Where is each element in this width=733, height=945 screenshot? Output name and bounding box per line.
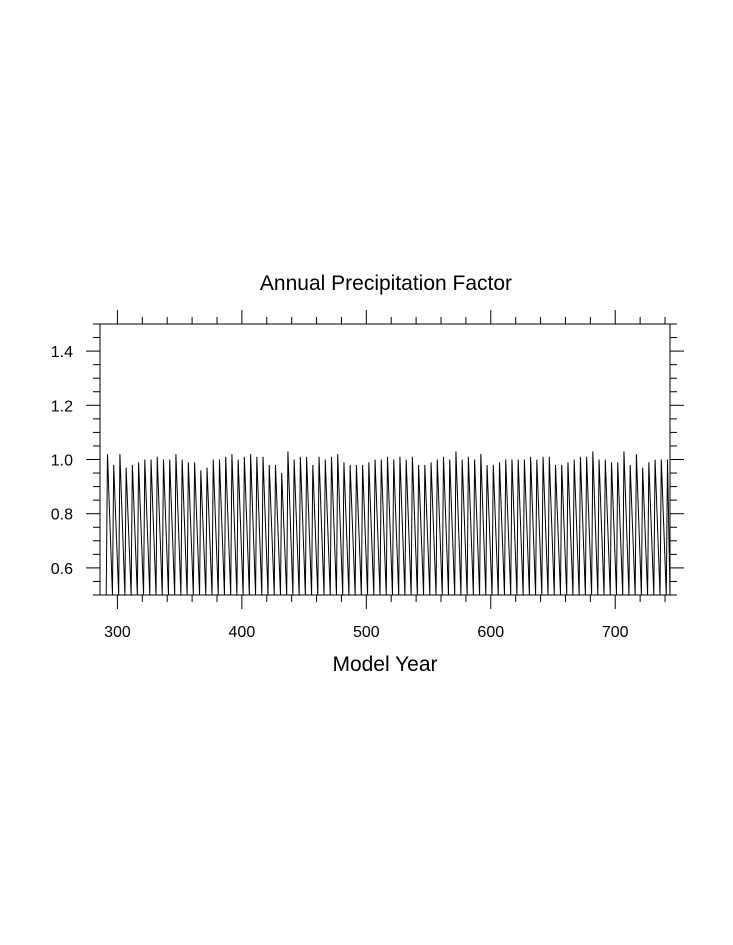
x-tick-label: 500: [353, 624, 380, 641]
axes-layer: [86, 310, 684, 609]
y-tick-label: 0.8: [51, 507, 73, 524]
x-axis-label: Model Year: [332, 653, 437, 676]
chart-title: Annual Precipitation Factor: [260, 272, 512, 295]
y-tick-label: 1.2: [51, 398, 73, 415]
x-tick-label: 300: [104, 624, 131, 641]
tick-labels-layer: 300 400 500 600 700 0.6 0.8 1.0 1.2 1.4: [51, 344, 629, 641]
y-tick-label: 1.0: [51, 453, 73, 470]
x-tick-label: 600: [477, 624, 504, 641]
y-tick-label: 1.4: [51, 344, 73, 361]
x-tick-label: 700: [602, 624, 629, 641]
series-line: [105, 451, 670, 595]
y-tick-label: 0.6: [51, 561, 73, 578]
series-layer: [105, 451, 670, 595]
x-tick-label: 400: [229, 624, 256, 641]
